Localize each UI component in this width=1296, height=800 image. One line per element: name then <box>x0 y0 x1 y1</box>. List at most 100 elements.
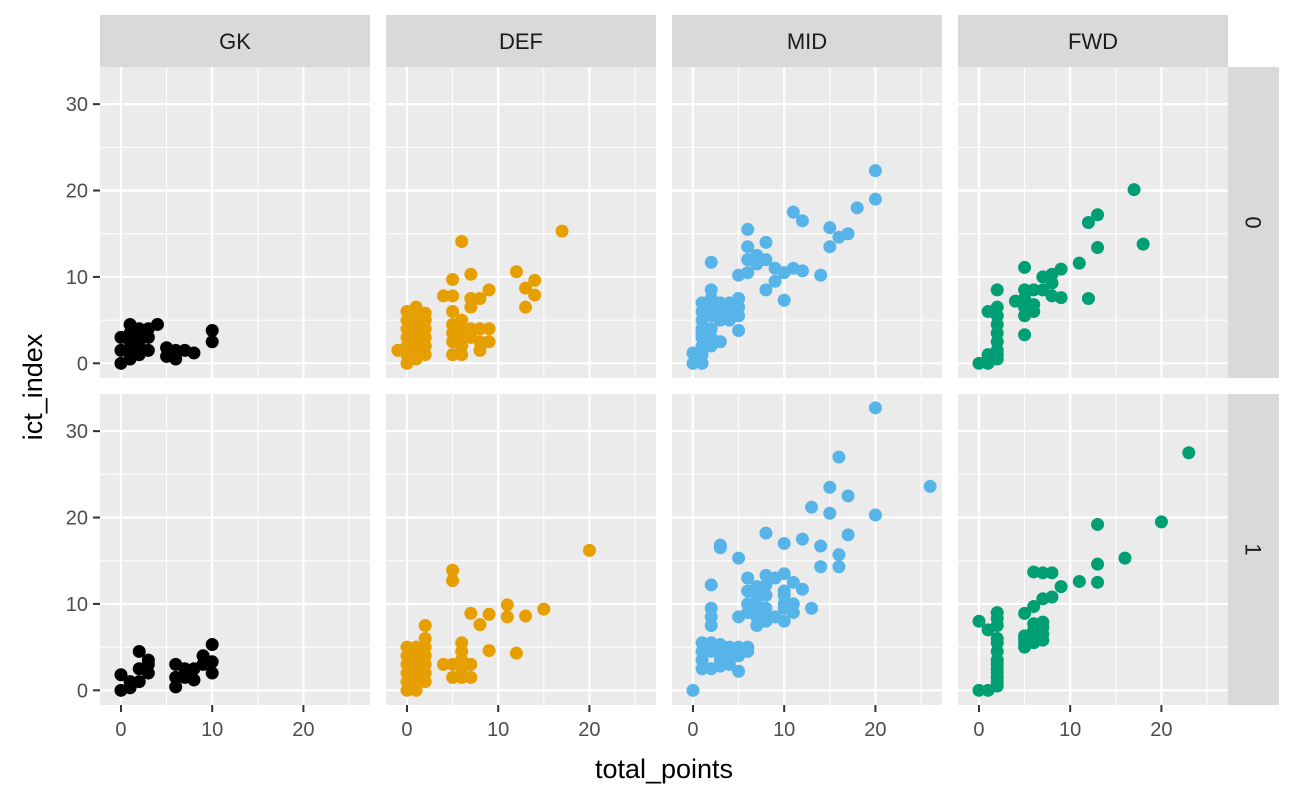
data-point <box>464 292 478 306</box>
data-point <box>759 588 773 602</box>
data-point <box>777 584 791 598</box>
data-point <box>704 601 718 615</box>
data-point <box>795 532 809 546</box>
x-tick-label: 20 <box>864 719 886 741</box>
data-point <box>841 227 855 241</box>
data-point <box>823 506 837 520</box>
y-tick-label: 10 <box>66 267 88 289</box>
ticks-layer: 0 10 20 30 0 10 20 30 0 10 20 0 10 20 0 10 20 0 10 20 <box>66 94 1173 741</box>
data-point <box>1054 580 1068 594</box>
x-tick-label: 10 <box>1059 719 1081 741</box>
data-point <box>446 304 460 318</box>
data-point <box>132 644 146 658</box>
data-point <box>832 548 846 562</box>
data-point <box>759 283 773 297</box>
data-point <box>1091 241 1105 255</box>
data-point <box>1036 566 1050 580</box>
points-gk-1 <box>114 638 219 697</box>
data-point <box>114 668 128 682</box>
data-point <box>823 221 837 235</box>
data-point <box>1091 517 1105 531</box>
data-point <box>759 601 773 615</box>
data-point <box>786 205 800 219</box>
data-point <box>868 164 882 178</box>
data-point <box>482 335 496 349</box>
data-point <box>722 640 736 654</box>
y-tick-label: 30 <box>66 421 88 443</box>
data-point <box>400 640 414 654</box>
data-point <box>759 253 773 267</box>
data-point <box>713 335 727 349</box>
y-tick-label: 20 <box>66 181 88 203</box>
data-point <box>1018 606 1032 620</box>
data-point <box>528 273 542 287</box>
data-point <box>455 636 469 650</box>
data-point <box>141 343 155 357</box>
data-point <box>132 322 146 336</box>
data-point <box>1027 298 1041 312</box>
data-point <box>473 618 487 632</box>
data-point <box>868 401 882 415</box>
data-point <box>418 306 432 320</box>
y-tick-label: 10 <box>66 594 88 616</box>
data-point <box>1027 600 1041 614</box>
data-point <box>1018 328 1032 342</box>
row-strip-label-0: 0 <box>1241 216 1266 228</box>
data-point <box>114 343 128 357</box>
data-point <box>473 335 487 349</box>
strip-label-gk: GK <box>219 29 251 54</box>
data-point <box>805 601 819 615</box>
data-point <box>732 551 746 565</box>
data-point <box>500 610 514 624</box>
data-point <box>814 268 828 282</box>
x-axis-title: total_points <box>595 754 733 784</box>
data-point <box>972 683 986 697</box>
points-def-1 <box>400 543 596 697</box>
y-tick-label: 0 <box>77 353 88 375</box>
points-mid-1 <box>686 401 937 697</box>
data-point <box>169 680 183 694</box>
panel-background <box>672 394 942 705</box>
data-point <box>732 664 746 678</box>
points-def-0 <box>391 224 569 370</box>
data-point <box>187 346 201 360</box>
data-point <box>823 240 837 254</box>
row-strip-0 <box>1228 67 1279 378</box>
data-point <box>455 313 469 327</box>
data-point <box>169 343 183 357</box>
x-tick-label: 10 <box>201 719 223 741</box>
data-point <box>1091 208 1105 222</box>
data-point <box>436 657 450 671</box>
data-point <box>464 670 478 684</box>
data-point <box>923 479 937 493</box>
y-tick-label: 0 <box>77 680 88 702</box>
data-point <box>713 296 727 310</box>
data-point <box>777 614 791 628</box>
data-point <box>196 649 210 663</box>
data-point <box>464 322 478 336</box>
data-point <box>205 335 219 349</box>
row-strip-1 <box>1228 394 1279 705</box>
data-point <box>832 450 846 464</box>
strip-def <box>386 15 656 67</box>
data-point <box>832 560 846 574</box>
data-point <box>150 317 164 331</box>
data-point <box>741 240 755 254</box>
data-point <box>786 597 800 611</box>
y-axis-title: ict_index <box>18 333 48 440</box>
strip-mid <box>672 15 942 67</box>
x-tick-label: 20 <box>1150 719 1172 741</box>
data-point <box>418 631 432 645</box>
data-point <box>418 619 432 633</box>
data-point <box>1054 262 1068 276</box>
data-point <box>123 675 137 689</box>
data-point <box>741 266 755 280</box>
data-point <box>555 224 569 238</box>
x-tick-label: 0 <box>115 719 126 741</box>
data-point <box>528 288 542 302</box>
strip-label-def: DEF <box>499 29 543 54</box>
data-point <box>482 322 496 336</box>
x-tick-label: 10 <box>487 719 509 741</box>
data-point <box>1018 260 1032 274</box>
data-point <box>1027 283 1041 297</box>
